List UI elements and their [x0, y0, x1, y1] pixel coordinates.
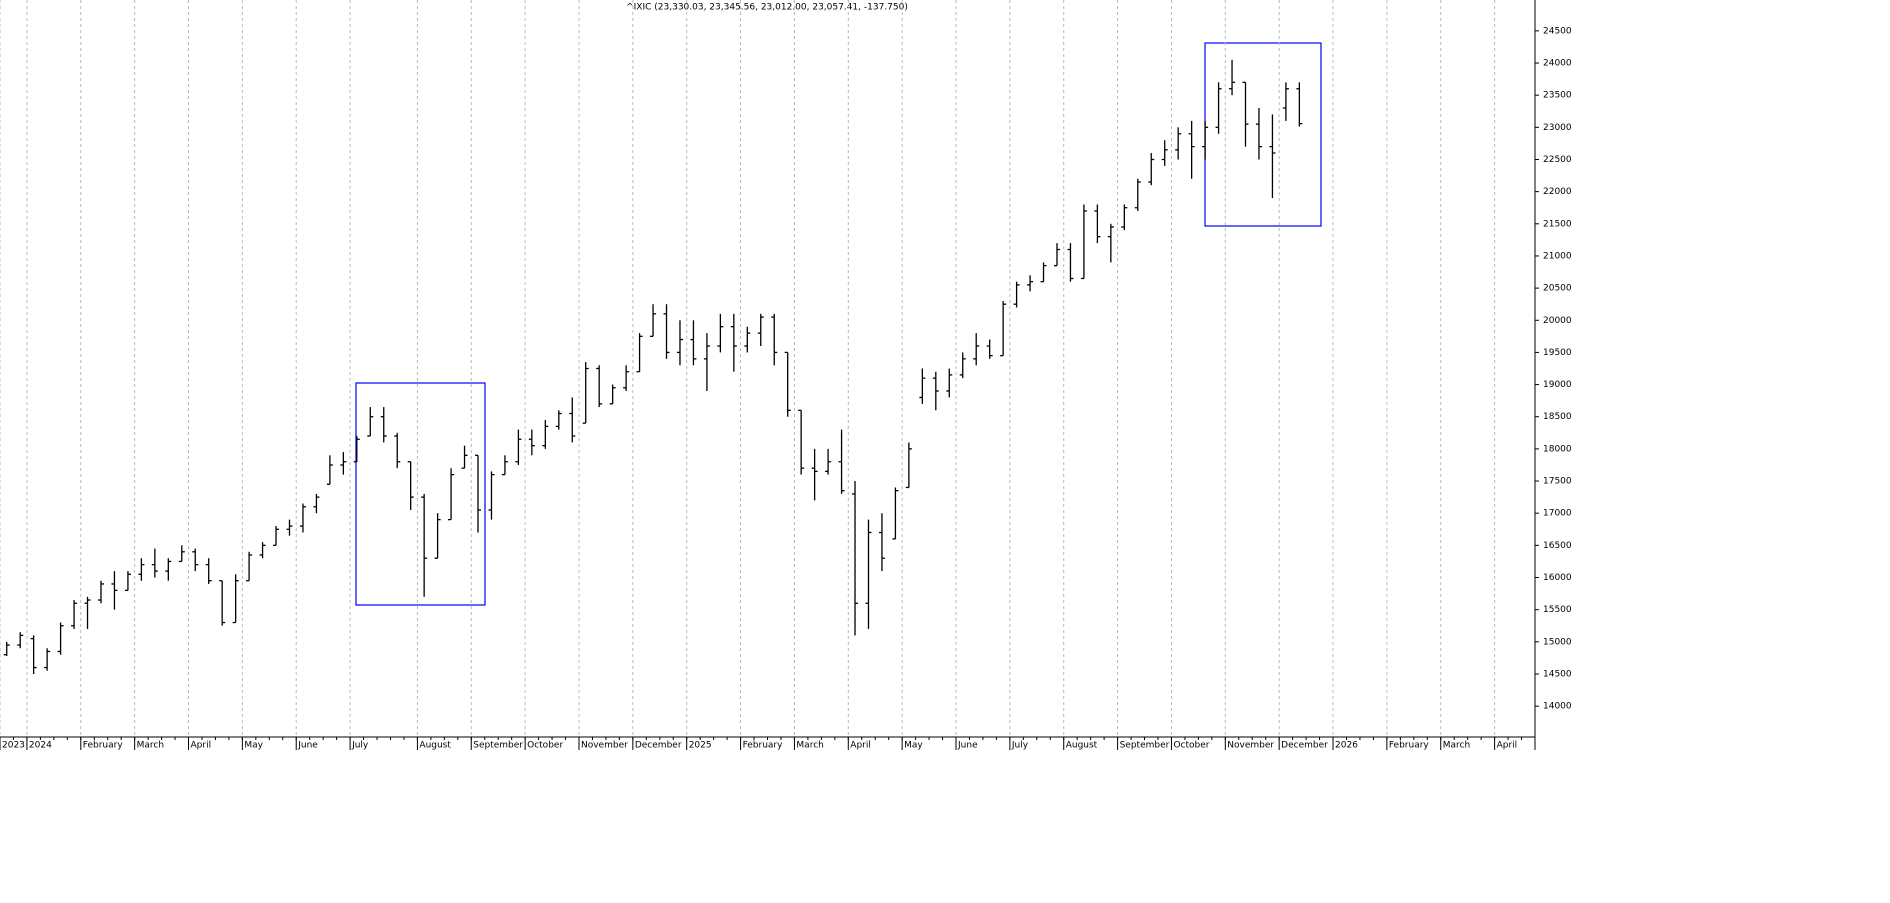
- x-tick-label: March: [1443, 741, 1470, 751]
- y-tick-label: 22000: [1543, 187, 1572, 197]
- x-tick-label: November: [581, 741, 628, 751]
- x-tick-label: 2026: [1335, 741, 1358, 751]
- y-tick-label: 17500: [1543, 477, 1572, 487]
- y-tick-label: 14000: [1543, 702, 1572, 712]
- x-tick-label: December: [1281, 741, 1328, 751]
- x-tick-label: February: [1389, 741, 1430, 751]
- x-tick-label: August: [419, 741, 451, 751]
- x-tick-label: 2025: [689, 741, 712, 751]
- y-tick-label: 21000: [1543, 251, 1572, 261]
- x-tick-label: August: [1066, 741, 1098, 751]
- x-tick-label: April: [191, 741, 212, 751]
- x-tick-label: November: [1227, 741, 1274, 751]
- y-tick-label: 24500: [1543, 26, 1572, 36]
- x-tick-label: October: [1173, 741, 1209, 751]
- x-tick-label: March: [796, 741, 823, 751]
- y-tick-label: 21500: [1543, 219, 1572, 229]
- y-tick-label: 18500: [1543, 412, 1572, 422]
- y-tick-label: 24000: [1543, 59, 1572, 69]
- y-tick-label: 15000: [1543, 637, 1572, 647]
- y-tick-label: 20500: [1543, 284, 1572, 294]
- x-tick-label: December: [635, 741, 682, 751]
- x-tick-label: September: [1120, 741, 1170, 751]
- x-tick-label: March: [137, 741, 164, 751]
- x-tick-label: May: [244, 741, 263, 751]
- y-tick-label: 16000: [1543, 573, 1572, 583]
- x-tick-label: 2023: [2, 741, 25, 751]
- y-tick-label: 18000: [1543, 444, 1572, 454]
- x-tick-label: July: [1011, 741, 1029, 751]
- x-tick-label: February: [743, 741, 784, 751]
- x-tick-label: July: [351, 741, 369, 751]
- y-tick-label: 23000: [1543, 123, 1572, 133]
- y-tick-label: 20000: [1543, 316, 1572, 326]
- x-tick-label: April: [850, 741, 871, 751]
- y-tick-label: 23500: [1543, 91, 1572, 101]
- x-tick-label: 2024: [29, 741, 52, 751]
- x-tick-label: May: [904, 741, 923, 751]
- x-tick-label: June: [957, 741, 978, 751]
- x-tick-label: February: [83, 741, 124, 751]
- y-tick-label: 22500: [1543, 155, 1572, 165]
- y-tick-label: 19000: [1543, 380, 1572, 390]
- y-tick-label: 14500: [1543, 669, 1572, 679]
- highlight-box: [355, 382, 486, 606]
- y-tick-label: 15500: [1543, 605, 1572, 615]
- y-tick-label: 16500: [1543, 541, 1572, 551]
- chart-title: ^IXIC (23,330.03, 23,345.56, 23,012.00, …: [626, 3, 908, 13]
- y-tick-label: 17000: [1543, 509, 1572, 519]
- x-tick-label: September: [473, 741, 523, 751]
- x-tick-label: June: [297, 741, 318, 751]
- x-tick-label: April: [1497, 741, 1518, 751]
- y-tick-label: 19500: [1543, 348, 1572, 358]
- x-tick-label: October: [527, 741, 563, 751]
